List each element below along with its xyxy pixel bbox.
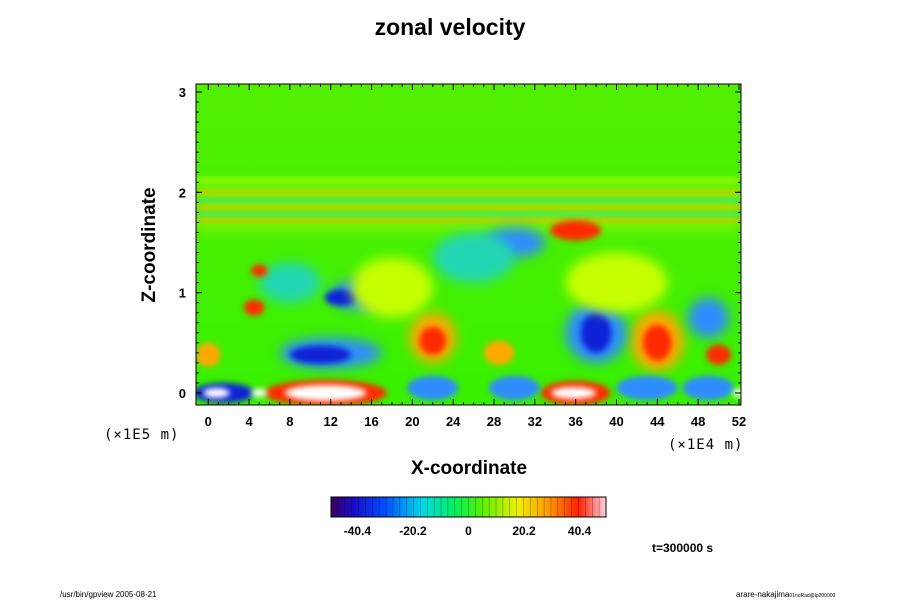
heatmap-field xyxy=(196,84,741,405)
x-tick-label: 44 xyxy=(650,414,665,429)
y-unit-label: (×1E5 m) xyxy=(104,427,180,443)
x-tick-label: 32 xyxy=(528,414,542,429)
colorbar-tick-label: 40.4 xyxy=(568,524,592,538)
field-blob xyxy=(565,252,668,313)
field-blob xyxy=(407,375,459,400)
x-tick-label: 36 xyxy=(568,414,582,429)
colorbar-ticks: -40.4 -20.2 0 20.2 40.4 xyxy=(337,497,600,538)
field-blob xyxy=(196,342,221,367)
chart-title: zonal velocity xyxy=(374,14,526,40)
field-blob xyxy=(351,257,433,318)
field-stripe xyxy=(196,178,741,183)
field-stripe xyxy=(196,212,741,217)
x-axis-label: X-coordinate xyxy=(410,458,528,479)
x-tick-label: 48 xyxy=(691,414,705,429)
field-blob xyxy=(324,289,358,306)
x-tick-label: 0 xyxy=(205,414,212,429)
field-blob xyxy=(682,375,734,400)
plot-frame xyxy=(195,83,742,406)
field-blob xyxy=(284,384,367,401)
field-blob xyxy=(616,375,678,400)
x-tick-label: 40 xyxy=(609,414,623,429)
field-blob xyxy=(550,220,602,241)
field-blob xyxy=(251,264,268,277)
field-stripe xyxy=(196,198,741,203)
field-blob xyxy=(203,387,230,398)
field-stripe xyxy=(196,218,741,223)
colorbar-tick-label: -40.4 xyxy=(344,524,372,538)
field-blob xyxy=(706,344,731,365)
x-tick-label: 12 xyxy=(323,414,337,429)
field-blob xyxy=(251,388,268,397)
field-blob xyxy=(432,232,515,283)
footer-right: arare-nakajima01noRad@lp200000 xyxy=(736,590,836,599)
x-tick-label: 52 xyxy=(732,414,746,429)
x-tick-label: 16 xyxy=(364,414,378,429)
x-tick-label: 24 xyxy=(446,414,461,429)
y-tick-label: 2 xyxy=(179,185,186,200)
field-blob xyxy=(488,375,540,400)
time-annotation: t=300000 s xyxy=(652,541,714,555)
field-blob xyxy=(259,262,321,303)
x-unit-label: (×1E4 m) xyxy=(668,437,744,453)
field-blob xyxy=(643,324,672,361)
colorbar-tick-label: 20.2 xyxy=(512,524,536,538)
field-blob xyxy=(419,326,447,355)
y-axis-label: Z-coordinate xyxy=(139,187,160,303)
x-tick-label: 20 xyxy=(405,414,419,429)
field-blob xyxy=(580,312,612,353)
y-tick-label: 3 xyxy=(179,85,186,100)
field-blob xyxy=(687,297,729,338)
footer-left: /usr/bin/gpview 2005-08-21 xyxy=(60,590,157,599)
field-blob xyxy=(483,340,515,365)
field-blob xyxy=(243,299,265,316)
axis-ticks xyxy=(196,84,741,405)
y-tick-label: 0 xyxy=(179,386,186,401)
colorbar-tick-label: 0 xyxy=(465,524,472,538)
y-tick-label: 1 xyxy=(179,286,186,301)
x-tick-label: 4 xyxy=(245,414,253,429)
field-stripe xyxy=(196,205,741,210)
field-stripe xyxy=(196,190,741,195)
field-blob xyxy=(551,386,597,399)
field-blob xyxy=(289,345,352,364)
x-tick-label: 28 xyxy=(487,414,501,429)
x-tick-label: 8 xyxy=(286,414,293,429)
colorbar-tick-label: -20.2 xyxy=(399,524,427,538)
